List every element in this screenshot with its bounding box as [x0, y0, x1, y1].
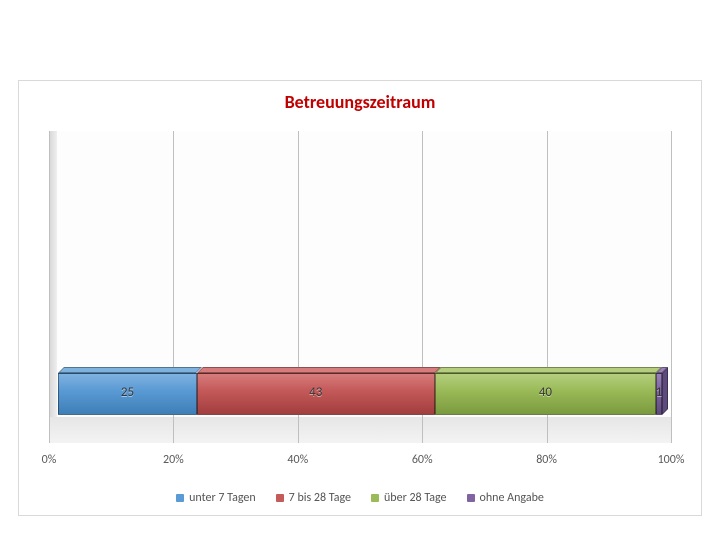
bar-segment-label: 43 [309, 385, 322, 400]
bar-segment-label: 1 [656, 385, 663, 400]
bar-segment: 25 [58, 367, 196, 415]
x-axis-label: 0% [42, 453, 57, 467]
chart-frame: Betreuungszeitraum 25 43 40 1 0% 20% 40% 60% 80… [18, 80, 702, 516]
legend-swatch [176, 494, 184, 502]
plot-area: 2543401 0%20%40%60%80%100% [49, 131, 671, 443]
bar-segment-label: 25 [121, 385, 134, 400]
gridline [671, 131, 672, 443]
legend-swatch [371, 494, 379, 502]
bar-segment-label: 40 [539, 385, 552, 400]
legend-item: ohne Angabe [467, 491, 544, 505]
legend-swatch [467, 494, 475, 502]
x-axis-label: 60% [412, 453, 433, 467]
chart-title: Betreuungszeitraum [19, 91, 701, 113]
x-axis-label: 20% [163, 453, 184, 467]
bar-segment: 40 [435, 367, 656, 415]
legend-item: über 28 Tage [371, 491, 447, 505]
legend-label: 7 bis 28 Tage [289, 491, 351, 505]
legend-swatch [276, 494, 284, 502]
legend-label: unter 7 Tagen [189, 491, 256, 505]
legend: unter 7 Tagen 7 bis 28 Tage über 28 Tage oh… [19, 491, 701, 505]
floor [49, 417, 671, 443]
legend-label: ohne Angabe [480, 491, 544, 505]
stacked-bar: 25 43 40 1 [58, 367, 661, 415]
x-axis-label: 100% [658, 453, 685, 467]
legend-item: unter 7 Tagen [176, 491, 256, 505]
x-axis-label: 40% [287, 453, 308, 467]
gridline [49, 131, 50, 443]
x-axis-label: 80% [536, 453, 557, 467]
side-wall [49, 131, 57, 417]
bar-segment: 43 [197, 367, 435, 415]
legend-label: über 28 Tage [384, 491, 447, 505]
legend-item: 7 bis 28 Tage [276, 491, 351, 505]
bar-segment: 1 [656, 367, 662, 415]
